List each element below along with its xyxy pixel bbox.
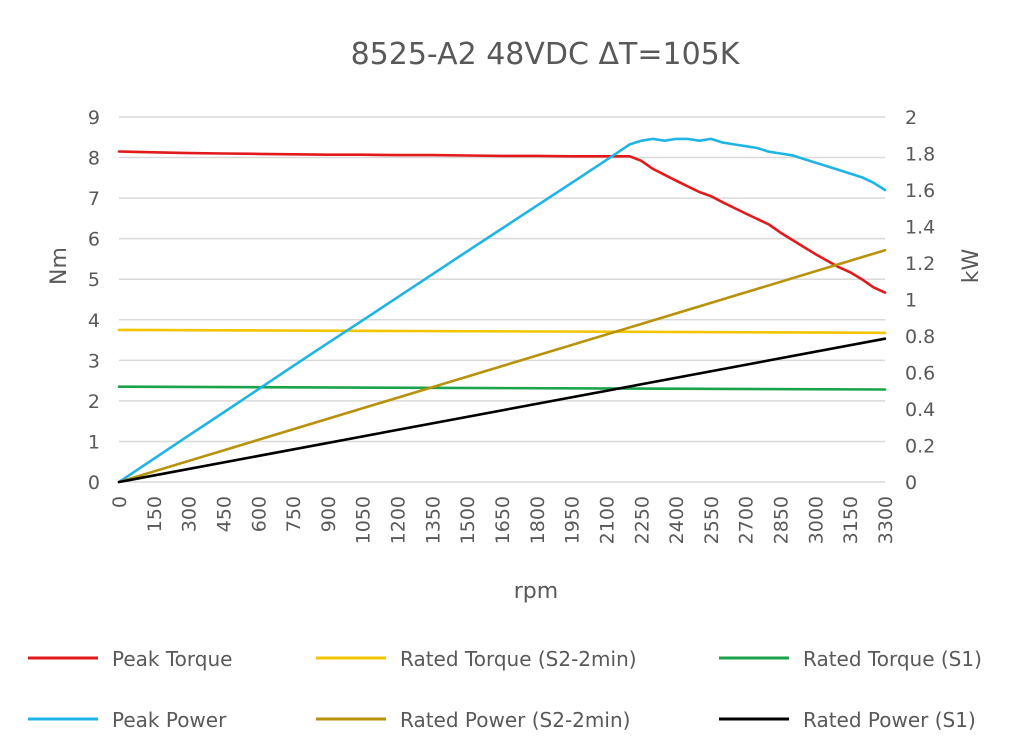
gridlines xyxy=(119,116,885,483)
legend-label-rated-torque-s1: Rated Torque (S1) xyxy=(803,647,982,671)
x-tick-label: 1350 xyxy=(422,496,444,544)
x-tick-label: 3300 xyxy=(875,496,897,544)
series-line-rated-torque-s1 xyxy=(117,385,887,391)
x-tick-label: 2850 xyxy=(771,496,793,544)
x-tick-label: 1650 xyxy=(492,496,514,544)
y-tick-label: 1 xyxy=(88,431,100,453)
series-lines xyxy=(117,137,887,484)
x-tick-label: 2100 xyxy=(596,496,618,544)
series-line-rated-torque-s2-2min xyxy=(117,328,887,335)
y2-tick-label: 0 xyxy=(905,472,917,494)
x-tick-label: 1800 xyxy=(527,496,549,544)
right-y-axis-ticks: 0 0.2 0.4 0.6 0.8 1 1.2 1.4 1.6 1.8 2 xyxy=(905,107,935,494)
x-tick-label: 3000 xyxy=(805,496,827,544)
x-tick-label: 600 xyxy=(248,496,270,532)
y-tick-label: 8 xyxy=(88,148,100,170)
x-tick-label: 300 xyxy=(179,496,201,532)
y-tick-label: 5 xyxy=(88,269,100,291)
legend: Peak Torque Rated Torque (S2-2min) Rated T… xyxy=(28,647,982,732)
legend-label-rated-torque-s2-2min: Rated Torque (S2-2min) xyxy=(400,647,637,671)
series-line-peak-torque xyxy=(117,150,887,294)
y2-tick-label: 0.6 xyxy=(905,363,935,385)
y2-tick-label: 0.8 xyxy=(905,326,935,348)
x-tick-label: 1200 xyxy=(388,496,410,544)
y2-tick-label: 1.8 xyxy=(905,144,935,166)
left-y-axis-ticks: 0 1 2 3 4 5 6 7 8 9 xyxy=(88,107,100,494)
x-axis-label: rpm xyxy=(514,579,558,604)
y-tick-label: 7 xyxy=(88,188,100,210)
legend-label-peak-torque: Peak Torque xyxy=(112,647,232,671)
x-tick-label: 2400 xyxy=(666,496,688,544)
x-tick-label: 2550 xyxy=(701,496,723,544)
y2-tick-label: 1.4 xyxy=(905,217,935,239)
y2-axis-label: kW xyxy=(959,249,984,284)
x-axis-ticks: 0 150 300 450 600 750 900 1050 1200 1350 1500 1650 1… xyxy=(109,496,897,544)
x-tick-label: 1950 xyxy=(562,496,584,544)
x-tick-label: 0 xyxy=(109,496,131,508)
chart-title: 8525-A2 48VDC ΔT=105K xyxy=(351,37,741,72)
y2-tick-label: 1 xyxy=(905,290,917,312)
x-tick-label: 450 xyxy=(213,496,235,532)
legend-label-rated-power-s2-2min: Rated Power (S2-2min) xyxy=(400,708,630,732)
y2-tick-label: 0.4 xyxy=(905,399,935,421)
x-tick-label: 150 xyxy=(144,496,166,532)
x-tick-label: 3150 xyxy=(840,496,862,544)
legend-label-peak-power: Peak Power xyxy=(112,708,227,732)
y-tick-label: 0 xyxy=(88,472,100,494)
y2-tick-label: 0.2 xyxy=(905,436,935,458)
y2-tick-label: 1.2 xyxy=(905,253,935,275)
y2-tick-label: 2 xyxy=(905,107,917,129)
y-tick-label: 3 xyxy=(88,350,100,372)
y-tick-label: 2 xyxy=(88,391,100,413)
y-tick-label: 4 xyxy=(88,310,100,332)
x-tick-label: 2250 xyxy=(631,496,653,544)
y-axis-label: Nm xyxy=(47,247,72,285)
x-tick-label: 1500 xyxy=(457,496,479,544)
series-line-rated-power-s1 xyxy=(117,337,887,484)
y-tick-label: 9 xyxy=(88,107,100,129)
x-tick-label: 2700 xyxy=(736,496,758,544)
x-tick-label: 900 xyxy=(318,496,340,532)
y-tick-label: 6 xyxy=(88,229,100,251)
series-line-peak-power xyxy=(117,137,887,484)
legend-label-rated-power-s1: Rated Power (S1) xyxy=(803,708,976,732)
x-tick-label: 750 xyxy=(283,496,305,532)
series-line-rated-power-s2-2min xyxy=(117,248,887,484)
x-tick-label: 1050 xyxy=(353,496,375,544)
y2-tick-label: 1.6 xyxy=(905,180,935,202)
